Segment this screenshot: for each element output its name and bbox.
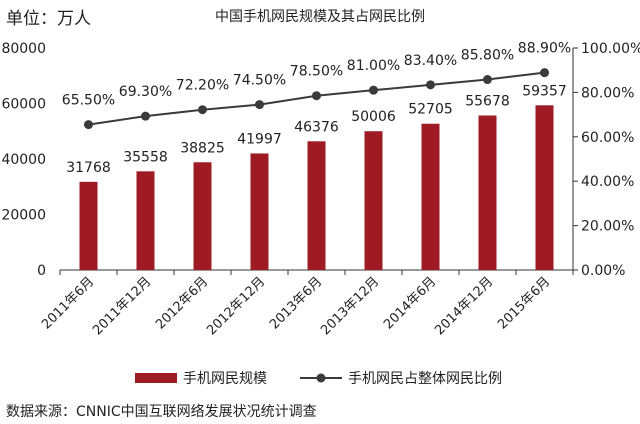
x-tick-label: 2015年6月 [495, 274, 553, 332]
labels-layer: 31768 35558 38825 41997 46376 50006 52705 55678… [62, 41, 571, 176]
bar [535, 105, 554, 270]
legend-line-label: 手机网民占整体网民比例 [348, 371, 502, 387]
bar-value-label: 59357 [522, 83, 567, 99]
x-tick-label: 2014年6月 [381, 274, 439, 332]
bar-value-label: 52705 [408, 102, 453, 118]
line-layer [84, 68, 549, 130]
unit-label: 单位：万人 [6, 9, 91, 29]
ratio-point [84, 120, 93, 130]
left-y-tick-label: 40000 [1, 152, 46, 168]
bar [478, 115, 497, 270]
bar [250, 153, 269, 270]
x-tick-label: 2013年12月 [318, 274, 382, 338]
bar [79, 181, 98, 270]
bar [421, 123, 440, 270]
left-y-tick-label: 60000 [1, 97, 46, 113]
ratio-value-label: 83.40% [404, 53, 457, 69]
chart-title: 中国手机网民规模及其占网民比例 [215, 9, 425, 25]
bar-value-label: 35558 [123, 149, 168, 165]
bars-layer [79, 105, 554, 270]
bar-value-label: 31768 [66, 160, 111, 176]
bar-value-label: 41997 [237, 131, 282, 147]
ratio-point [255, 100, 264, 110]
bar [193, 162, 212, 270]
ratio-point [369, 85, 378, 95]
bar-value-label: 55678 [465, 93, 510, 109]
legend: 手机网民规模 手机网民占整体网民比例 [135, 371, 502, 387]
bar-value-label: 46376 [294, 119, 339, 135]
x-tick-label: 2012年6月 [153, 274, 211, 332]
ratio-value-label: 65.50% [62, 93, 115, 109]
bar-value-label: 38825 [180, 140, 225, 156]
ratio-point [540, 68, 549, 78]
ratio-value-label: 85.80% [461, 48, 514, 64]
ratio-value-label: 81.00% [347, 58, 400, 74]
x-tick-label: 2014年12月 [432, 274, 496, 338]
ratio-point [198, 105, 207, 115]
ratio-value-label: 78.50% [290, 64, 343, 80]
ratio-point [141, 111, 150, 121]
ratio-point [483, 75, 492, 85]
legend-bar-label: 手机网民规模 [183, 371, 267, 387]
x-tick-label: 2013年6月 [267, 274, 325, 332]
right-y-tick-label: 100.00% [581, 41, 640, 57]
x-tick-label: 2012年12月 [204, 274, 268, 338]
x-tick-label: 2011年6月 [39, 274, 97, 332]
right-y-tick-label: 0.00% [581, 263, 625, 279]
legend-line-marker [316, 373, 326, 383]
left-y-tick-label: 80000 [1, 41, 46, 57]
ratio-point [312, 91, 321, 101]
right-y-tick-label: 80.00% [581, 85, 634, 101]
ratio-value-label: 74.50% [233, 73, 286, 89]
source-line: 数据来源：CNNIC中国互联网络发展状况统计调查 [6, 404, 317, 420]
left-y-tick-label: 20000 [1, 208, 46, 224]
right-y-tick-label: 60.00% [581, 130, 634, 146]
ratio-value-label: 88.90% [518, 41, 571, 57]
x-tick-label: 2011年12月 [90, 274, 154, 338]
bar [364, 131, 383, 270]
right-y-tick-label: 40.00% [581, 174, 634, 190]
left-y-tick-label: 0 [37, 263, 46, 279]
bar [136, 171, 155, 270]
bar-value-label: 50006 [351, 109, 396, 125]
legend-bar-swatch [135, 373, 177, 383]
right-y-tick-label: 20.00% [581, 219, 634, 235]
ratio-value-label: 69.30% [119, 84, 172, 100]
ratio-point [426, 80, 435, 90]
ratio-value-label: 72.20% [176, 78, 229, 94]
bar [307, 141, 326, 270]
